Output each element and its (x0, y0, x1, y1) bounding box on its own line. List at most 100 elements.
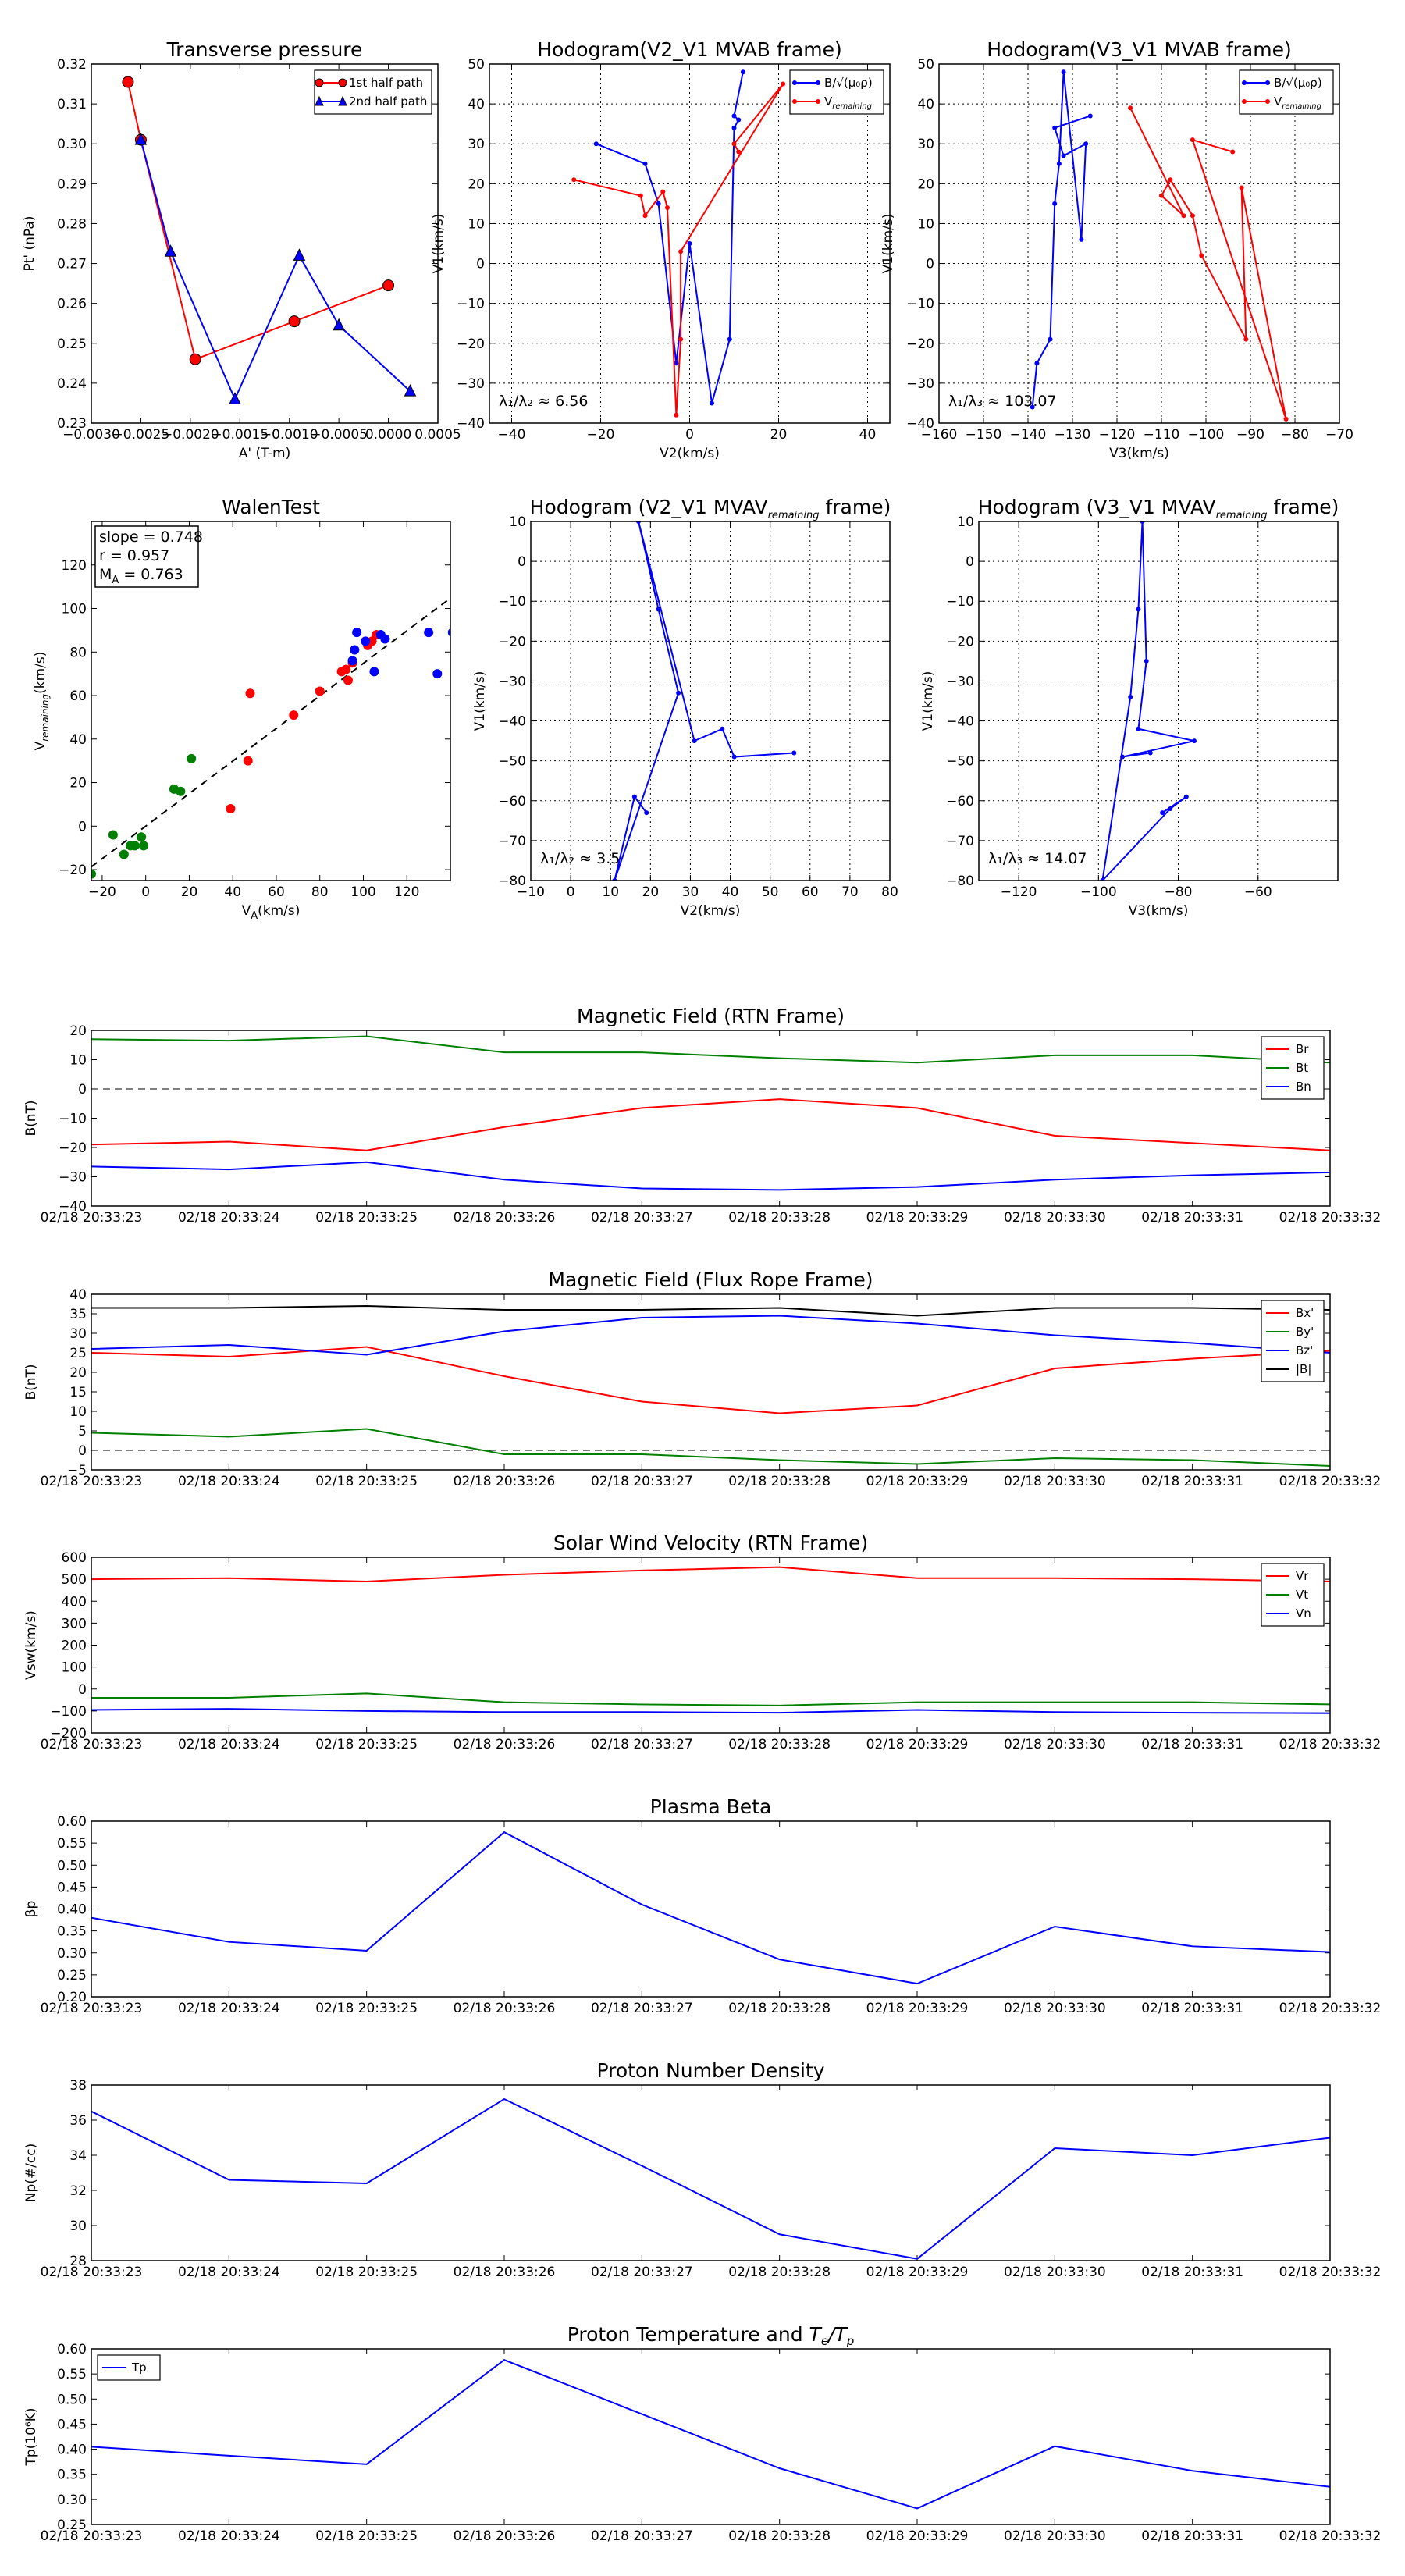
chart-title: Magnetic Field (Flux Rope Frame) (548, 1268, 873, 1291)
y-tick-label: −60 (946, 794, 974, 809)
x-tick-label: 02/18 20:33:31 (1141, 1474, 1243, 1489)
x-tick-label: −60 (1244, 884, 1272, 900)
x-tick-label: 02/18 20:33:30 (1004, 1737, 1106, 1752)
plot-frame (91, 1557, 1331, 1734)
y-tick-label: 0.32 (57, 57, 87, 73)
x-tick-label: 02/18 20:33:31 (1141, 1737, 1243, 1752)
x-tick-label: 02/18 20:33:24 (178, 1737, 280, 1752)
stats-line: r = 0.957 (99, 547, 169, 564)
x-tick-label: −0.0015 (211, 427, 269, 443)
data-point (660, 189, 666, 194)
x-axis-label: V3(km/s) (1109, 446, 1169, 461)
x-tick-label: 02/18 20:33:27 (591, 2528, 693, 2544)
x-tick-label: 02/18 20:33:30 (1004, 2265, 1106, 2280)
y-tick-label: −30 (457, 376, 485, 392)
data-point (1168, 806, 1173, 811)
y-tick-label: 10 (917, 216, 934, 232)
y-tick-label: −80 (498, 873, 526, 889)
x-tick-label: 02/18 20:33:28 (728, 1737, 831, 1752)
data-point (293, 248, 306, 261)
y-tick-label: −20 (457, 336, 485, 352)
x-tick-label: 02/18 20:33:28 (728, 1474, 831, 1489)
data-point (122, 76, 134, 88)
data-point (1144, 658, 1149, 664)
y-tick-label: 25 (69, 1346, 87, 1361)
x-tick-label: 02/18 20:33:26 (454, 1210, 556, 1226)
y-tick-label: 200 (62, 1638, 87, 1654)
x-tick-label: 02/18 20:33:31 (1141, 2001, 1243, 2016)
x-tick-label: 02/18 20:33:32 (1279, 2265, 1382, 2280)
y-tick-label: 0.23 (57, 416, 87, 432)
y-tick-label: −30 (906, 376, 934, 392)
data-point (687, 241, 692, 246)
x-tick-label: −0.0030 (62, 427, 120, 443)
x-tick-label: 60 (268, 884, 285, 900)
plot-frame (91, 2084, 1331, 2261)
plot-frame (91, 1820, 1331, 1998)
y-tick-label: 0.35 (57, 2467, 87, 2483)
y-tick-label: −60 (498, 794, 526, 809)
data-point (1230, 149, 1236, 155)
data-point (1128, 694, 1133, 699)
x-tick-label: 02/18 20:33:24 (178, 2001, 280, 2016)
x-tick-label: 0.0005 (414, 427, 461, 443)
y-tick-label: 0.40 (57, 2443, 87, 2458)
data-point (1183, 794, 1189, 799)
y-tick-label: 0.31 (57, 97, 87, 112)
x-tick-label: 02/18 20:33:29 (866, 2001, 969, 2016)
series-line (91, 1692, 1330, 1706)
chart-title: Plasma Beta (650, 1795, 772, 1818)
x-tick-label: −100 (1080, 884, 1117, 900)
x-tick-label: 02/18 20:33:27 (591, 1474, 693, 1489)
legend-label: 1st half path (349, 76, 423, 90)
x-tick-label: −100 (1188, 427, 1225, 443)
y-axis-label: V1(km/s) (880, 214, 896, 274)
x-tick-label: 02/18 20:33:26 (454, 2265, 556, 2280)
data-point (656, 607, 661, 612)
eigenvalue-ratio: λ₁/λ₃ ≈ 103.07 (948, 393, 1057, 410)
y-tick-label: 0.40 (57, 1902, 87, 1918)
data-point (382, 279, 395, 292)
y-tick-label: −30 (59, 1170, 87, 1186)
x-tick-label: 20 (181, 884, 198, 900)
y-tick-label: 0.45 (57, 1880, 87, 1895)
y-tick-label: 40 (917, 97, 934, 112)
np-chart: 02/18 20:33:23 02/18 20:33:24 02/18 20:33:… (23, 2059, 1381, 2280)
chart-title: Hodogram (V3_V1 MVAVremaining frame) (978, 496, 1339, 521)
x-tick-label: 02/18 20:33:32 (1279, 1210, 1382, 1226)
data-point (638, 193, 643, 198)
y-tick-label: 10 (69, 1053, 87, 1069)
y-tick-label: 0 (78, 1443, 87, 1459)
x-tick-label: −140 (1010, 427, 1047, 443)
data-point (1034, 361, 1040, 366)
series-line (91, 1346, 1330, 1414)
y-tick-label: 30 (917, 137, 934, 152)
y-tick-label: 0.27 (57, 257, 87, 272)
data-point (1128, 105, 1133, 111)
y-tick-label: −40 (906, 416, 934, 432)
chart-title: Hodogram(V3_V1 MVAB frame) (987, 38, 1291, 61)
series-Bt (91, 1035, 1330, 1064)
x-tick-label: 02/18 20:33:26 (454, 2001, 556, 2016)
series-By' (91, 1428, 1330, 1467)
y-tick-label: 28 (69, 2254, 87, 2269)
legend-label: Tp (131, 2361, 147, 2375)
x-tick-label: 02/18 20:33:25 (315, 1210, 418, 1226)
chart-title: Hodogram (V2_V1 MVAVremaining frame) (530, 496, 891, 521)
eigenvalue-ratio: λ₁/λ₃ ≈ 14.07 (988, 850, 1087, 867)
y-tick-label: 0.30 (57, 137, 87, 152)
y-tick-label: 30 (69, 2218, 87, 2234)
data-point (1048, 336, 1053, 342)
y-tick-label: 300 (62, 1616, 87, 1631)
data-point (678, 336, 684, 342)
data-point (1159, 193, 1164, 198)
x-tick-label: 0.0000 (365, 427, 411, 443)
legend-label: B/√(μ₀ρ) (1274, 76, 1322, 90)
y-tick-label: 30 (468, 137, 485, 152)
x-tick-label: −110 (1144, 427, 1180, 443)
x-tick-label: −130 (1055, 427, 1091, 443)
data-point (1239, 185, 1244, 190)
y-tick-label: −50 (498, 754, 526, 770)
data-point (1190, 213, 1195, 219)
x-tick-label: 20 (770, 427, 788, 443)
